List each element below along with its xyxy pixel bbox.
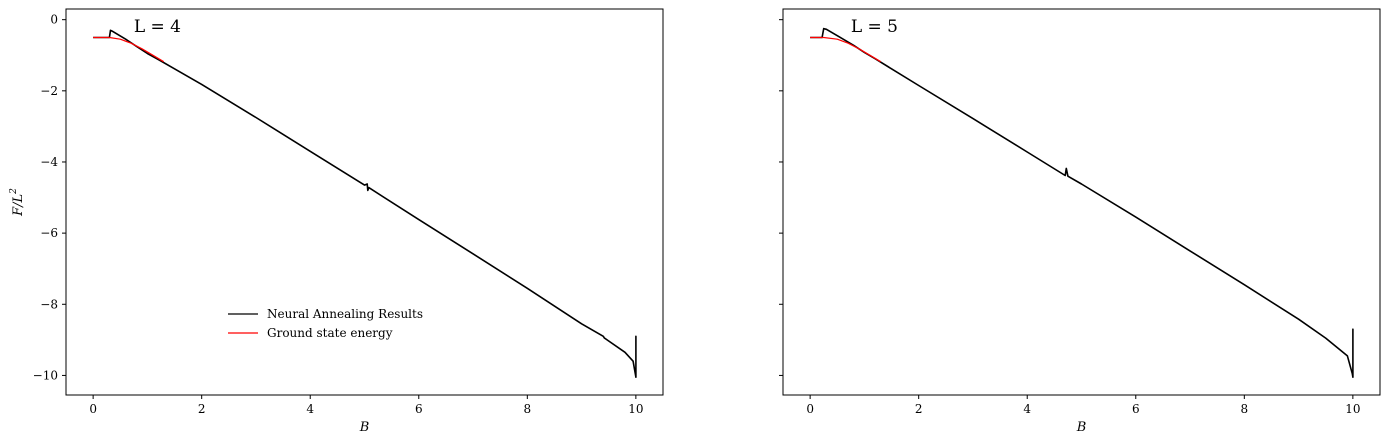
x-tick-label: 6 xyxy=(415,402,423,416)
x-tick-label: 8 xyxy=(1240,402,1248,416)
y-tick-label: 0 xyxy=(50,13,58,27)
y-tick-label: −10 xyxy=(33,368,58,382)
chart-panel-right: 0 2 4 6 8 10 B L = 5 xyxy=(779,8,1381,435)
x-tick-label: 0 xyxy=(806,402,814,416)
series-line-ground-state xyxy=(810,36,882,63)
x-tick-label: 10 xyxy=(628,402,643,416)
x-tick-label: 0 xyxy=(89,402,97,416)
y-tick-label: −8 xyxy=(40,297,58,311)
x-tick-label: 2 xyxy=(915,402,923,416)
legend-entry-label: Neural Annealing Results xyxy=(267,307,423,321)
x-axis-label: B xyxy=(359,420,370,435)
series-line-ground-state xyxy=(93,36,165,63)
y-tick-label: −2 xyxy=(40,84,58,98)
y-axis-label-superscript: 2 xyxy=(9,188,19,195)
chart-panel-left: 0 2 4 6 8 10 0 −2 −4 −6 −8 −10 B F/L2 L = 4 Neural Anne… xyxy=(9,8,664,435)
series-line-neural-annealing xyxy=(810,27,1354,378)
x-tick-label: 6 xyxy=(1132,402,1140,416)
x-tick-label: 2 xyxy=(198,402,206,416)
y-tick-label: −4 xyxy=(40,155,58,169)
y-tick-label: −6 xyxy=(40,226,58,240)
legend-entry-label: Ground state energy xyxy=(267,326,393,340)
x-tick-label: 4 xyxy=(1023,402,1031,416)
y-axis-label: F/L2 xyxy=(9,188,26,217)
panel-annotation: L = 4 xyxy=(134,17,181,37)
axes-frame xyxy=(65,8,664,396)
x-tick-label: 4 xyxy=(306,402,314,416)
x-axis-label: B xyxy=(1076,420,1087,435)
x-tick-label: 8 xyxy=(523,402,531,416)
legend: Neural Annealing Results Ground state ene… xyxy=(228,307,423,340)
panel-annotation: L = 5 xyxy=(851,17,898,37)
x-tick-label: 10 xyxy=(1345,402,1360,416)
axes-frame xyxy=(782,8,1381,396)
